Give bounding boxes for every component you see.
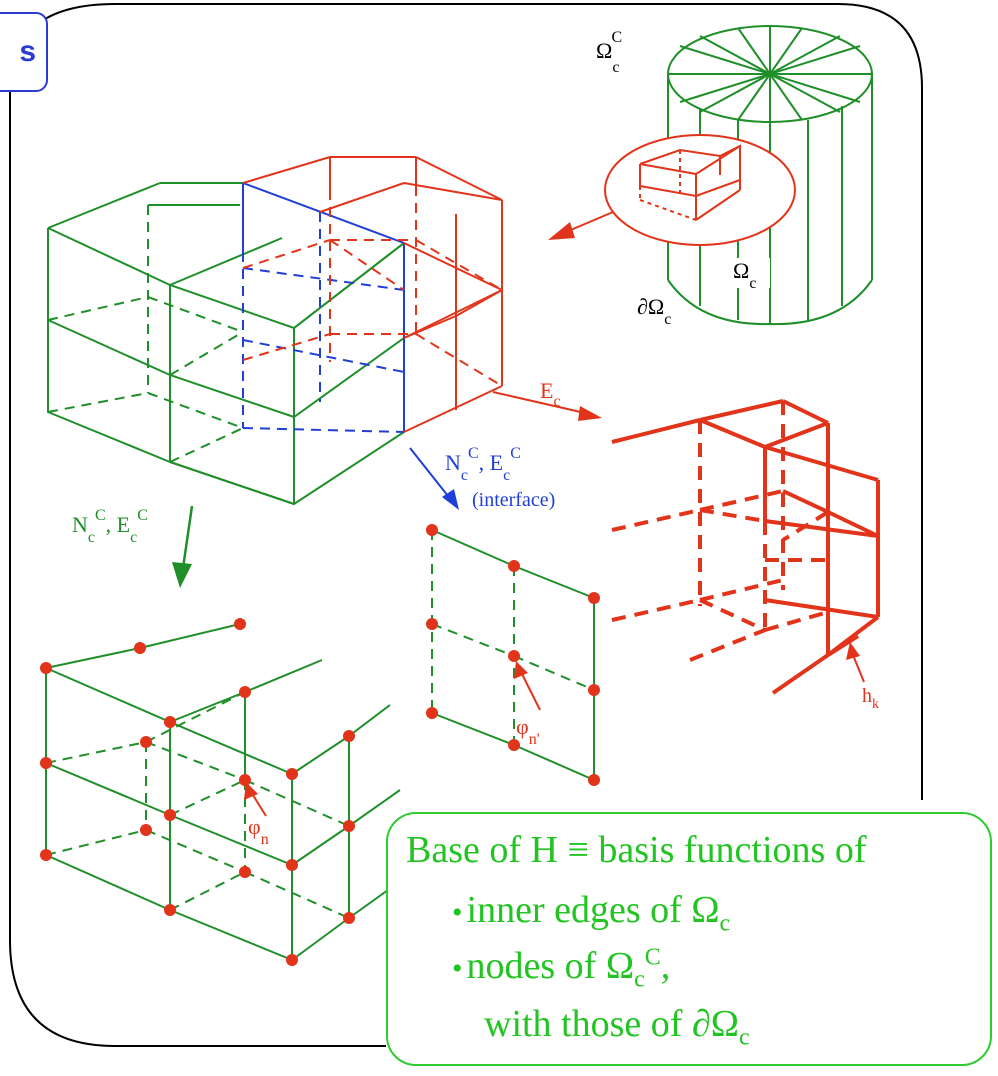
label-phi-n: φn [248, 814, 269, 848]
label-interface-NE: NcC, EcC [445, 445, 521, 484]
coarse-mesh-red-solid [242, 156, 503, 433]
coarse-mesh-green-solid [47, 182, 405, 506]
nodal-mesh-dashed [45, 691, 350, 919]
label-omega-c: Ωc [733, 258, 756, 292]
mesh-node [286, 768, 298, 780]
mesh-node [164, 809, 176, 821]
mesh-node [508, 739, 520, 751]
mesh-node [343, 820, 355, 832]
mesh-node [426, 707, 438, 719]
mesh-node [239, 774, 251, 786]
cylinder-arrow [548, 211, 614, 240]
mesh-node [426, 618, 438, 630]
mesh-node [588, 592, 600, 604]
arrow-green [172, 505, 194, 588]
edge-mesh-dashed [611, 401, 830, 662]
callout-line4: with those of ∂Ωc [484, 1003, 750, 1051]
mesh-node [588, 774, 600, 786]
mesh-node [286, 859, 298, 871]
mesh-node [134, 642, 146, 654]
callout-line1: Base of H ≡ basis functions of [406, 829, 867, 871]
coarse-mesh-blue-dashed [242, 212, 405, 433]
label-boundary-omega-c: ∂Ωc [637, 294, 671, 328]
hk-arrow [846, 642, 865, 683]
slide-frame [9, 3, 923, 1047]
coarse-mesh [47, 156, 503, 506]
mesh-node [588, 684, 600, 696]
mesh-node [164, 716, 176, 728]
mesh-node [508, 650, 520, 662]
arrow-interface [409, 447, 459, 510]
mesh-node [40, 849, 52, 861]
nodes-layer [40, 524, 600, 966]
label-Ec: Ec [540, 378, 561, 410]
callout-line3: • nodes of ΩcC, [452, 944, 671, 993]
phi-nprime-arrow [514, 661, 541, 711]
coarse-mesh-green-dashed [47, 205, 244, 463]
mesh-node [140, 824, 152, 836]
mesh-node [140, 736, 152, 748]
label-hk: hk [862, 685, 879, 712]
phi-n-arrow [244, 782, 267, 817]
bullet-icon: • [452, 896, 463, 929]
mesh-node [40, 662, 52, 674]
mesh-node [164, 904, 176, 916]
mesh-node [343, 912, 355, 924]
mesh-node [234, 618, 246, 630]
nodal-mesh [45, 623, 401, 961]
bullet-icon: • [452, 952, 463, 985]
edge-mesh [611, 399, 880, 695]
mesh-node [239, 866, 251, 878]
label-green-NE: NcC, EcC [72, 507, 148, 546]
callout-line2: • inner edges of Ωc [452, 889, 731, 937]
label-interface: (interface) [472, 489, 555, 511]
label-omega-c-C: ΩcC [596, 29, 622, 76]
label-phi-n-prime: φn' [516, 714, 540, 748]
cylinder-cutout [604, 134, 796, 246]
mesh-node [286, 954, 298, 966]
mesh-node [508, 560, 520, 572]
mesh-node [343, 730, 355, 742]
label-omega-c-bg [730, 258, 770, 288]
mesh-node [426, 524, 438, 536]
mesh-node [40, 757, 52, 769]
arrow-Ec [492, 391, 602, 421]
coarse-mesh-red-dashed [242, 186, 503, 387]
header-tag: s [0, 12, 48, 92]
mesh-node [239, 686, 251, 698]
callout-box: Base of H ≡ basis functions of • inner ed… [386, 812, 992, 1066]
